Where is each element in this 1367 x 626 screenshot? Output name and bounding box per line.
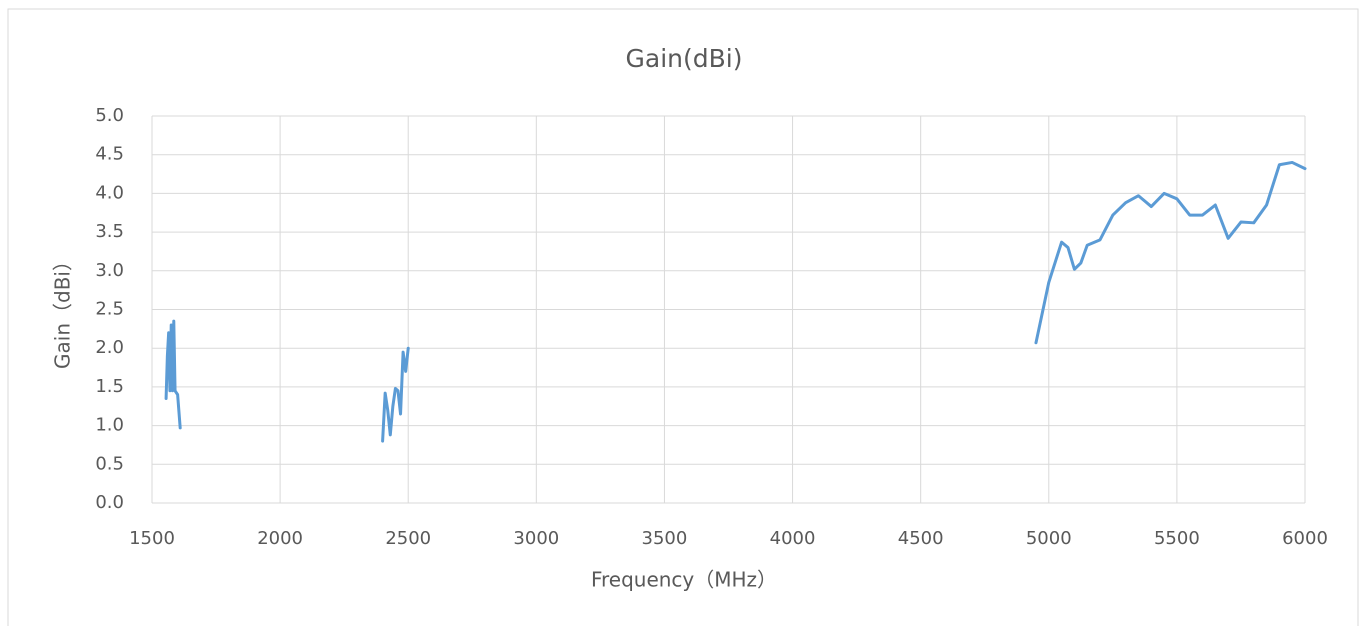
x-tick-label: 4000 bbox=[770, 528, 816, 549]
chart-title: Gain(dBi) bbox=[626, 44, 743, 73]
y-tick-label: 0.0 bbox=[95, 492, 124, 513]
chart-border bbox=[7, 8, 1359, 626]
y-tick-label: 4.5 bbox=[95, 144, 124, 165]
y-tick-label: 3.5 bbox=[95, 221, 124, 242]
y-tick-label: 1.0 bbox=[95, 415, 124, 436]
x-tick-label: 2000 bbox=[257, 528, 303, 549]
y-tick-label: 0.5 bbox=[95, 453, 124, 474]
y-tick-label: 3.0 bbox=[95, 260, 124, 281]
x-tick-label: 2500 bbox=[385, 528, 431, 549]
y-tick-label: 5.0 bbox=[95, 105, 124, 126]
y-tick-label: 4.0 bbox=[95, 182, 124, 203]
y-tick-label: 2.5 bbox=[95, 299, 124, 320]
x-tick-label: 3000 bbox=[513, 528, 559, 549]
x-tick-label: 5000 bbox=[1026, 528, 1072, 549]
y-tick-label: 1.5 bbox=[95, 376, 124, 397]
x-tick-label: 6000 bbox=[1282, 528, 1328, 549]
y-axis-title: Gain（dBi） bbox=[51, 251, 75, 369]
y-tick-label: 2.0 bbox=[95, 337, 124, 358]
x-axis-title: Frequency（MHz） bbox=[591, 568, 777, 592]
line-series bbox=[164, 160, 1307, 443]
x-tick-label: 4500 bbox=[898, 528, 944, 549]
x-tick-label: 3500 bbox=[642, 528, 688, 549]
x-tick-label: 5500 bbox=[1154, 528, 1200, 549]
x-tick-label: 1500 bbox=[129, 528, 175, 549]
